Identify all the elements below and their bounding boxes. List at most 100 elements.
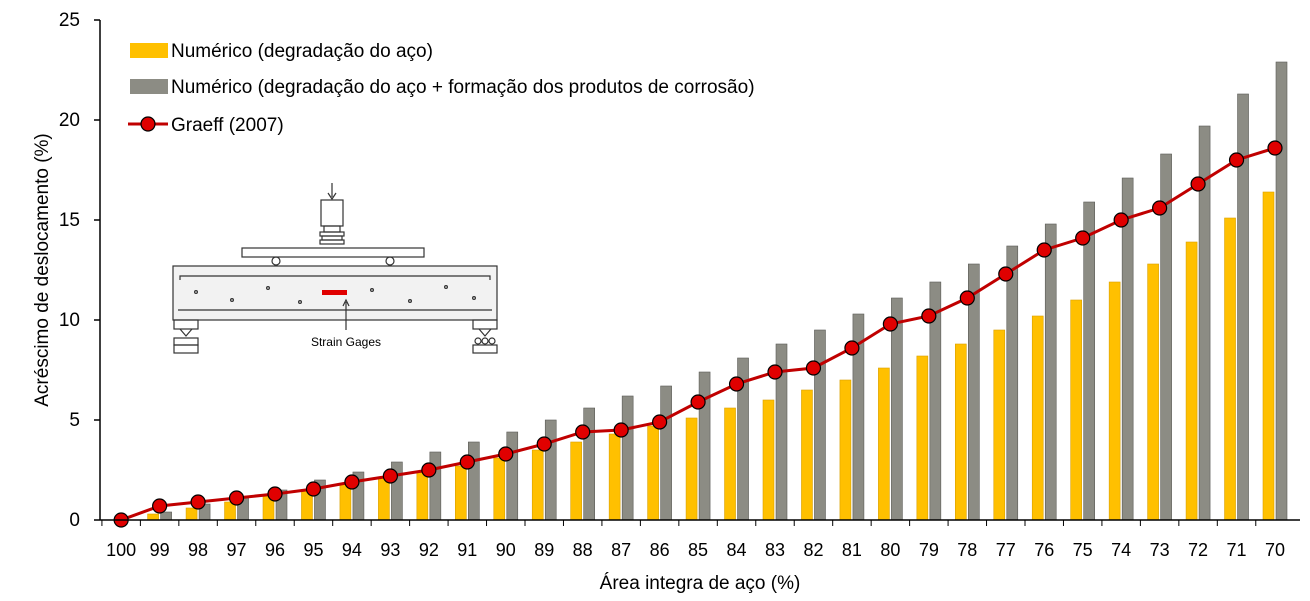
bar-numerico-corrosao <box>1044 223 1057 521</box>
y-tick-label: 0 <box>69 510 80 531</box>
graeff-marker <box>728 376 745 392</box>
support-right-hinge <box>478 328 492 337</box>
strain-gage <box>322 290 347 295</box>
legend-label-graeff: Graeff (2007) <box>171 115 284 136</box>
x-tick-label: 96 <box>265 540 285 560</box>
bar-numerico-aco <box>608 433 621 521</box>
graeff-marker <box>190 494 206 510</box>
bar-numerico-aco <box>185 507 198 521</box>
support-right-plate <box>472 319 498 330</box>
graeff-marker <box>459 454 475 470</box>
bar-numerico-corrosao <box>621 395 634 521</box>
aggregate-speck-3 <box>266 286 271 291</box>
graeff-marker <box>575 424 591 440</box>
x-tick-label: 88 <box>573 540 593 560</box>
bar-numerico-aco <box>1147 263 1159 521</box>
legend-label-numerico-corrosao: Numérico (degradação do aço + formação d… <box>171 77 755 98</box>
graeff-marker <box>1152 200 1168 216</box>
load-cell-disc-3 <box>319 239 345 245</box>
x-tick-label: 70 <box>1265 540 1285 560</box>
x-tick-label: 94 <box>342 540 362 560</box>
graeff-marker <box>1113 212 1129 228</box>
x-ticks: 100 99 98 97 96 95 94 93 92 91 90 89 88 87 86 85 84 83 82 8… <box>101 520 1285 560</box>
x-tick-label: 83 <box>765 540 785 560</box>
strain-gages-label: Strain Gages <box>311 335 381 349</box>
x-tick-label: 93 <box>380 540 400 560</box>
bar-numerico-aco <box>1108 281 1121 521</box>
graeff-marker <box>805 360 822 376</box>
x-tick-label: 75 <box>1073 540 1093 560</box>
bar-numerico-aco <box>993 329 1006 521</box>
graeff-marker <box>421 462 437 478</box>
graeff-marker <box>1228 152 1245 168</box>
y-tick-label: 15 <box>59 210 80 231</box>
graeff-marker <box>882 316 898 332</box>
bars-layer <box>147 61 1288 521</box>
y-ticks: 0 5 10 15 20 25 <box>59 10 100 531</box>
x-tick-label: 84 <box>727 540 747 560</box>
support-right-roller-1 <box>474 337 482 345</box>
bar-numerico-corrosao <box>160 511 172 521</box>
support-left-foot <box>173 344 199 354</box>
y-tick-label: 25 <box>59 10 80 31</box>
x-tick-label: 78 <box>957 540 977 560</box>
bar-numerico-corrosao <box>814 329 826 521</box>
bar-numerico-aco <box>147 513 159 521</box>
x-tick-label: 100 <box>106 540 136 560</box>
graeff-marker <box>267 486 283 502</box>
bar-numerico-corrosao <box>891 297 903 521</box>
bar-numerico-corrosao <box>698 371 711 521</box>
load-roller-right <box>385 256 395 266</box>
y-tick-label: 20 <box>59 110 80 131</box>
bar-numerico-corrosao <box>1006 245 1019 521</box>
x-tick-label: 91 <box>457 540 477 560</box>
y-tick-label: 5 <box>69 410 80 431</box>
bar-numerico-aco <box>647 425 659 521</box>
bar-numerico-aco <box>724 407 736 521</box>
graeff-marker <box>844 340 860 356</box>
aggregate-speck-2 <box>230 298 235 303</box>
graeff-marker <box>1075 230 1091 246</box>
x-tick-label: 92 <box>419 540 439 560</box>
x-tick-label: 74 <box>1111 540 1131 560</box>
graeff-marker <box>344 474 360 490</box>
x-tick-label: 86 <box>650 540 670 560</box>
axes <box>99 20 1300 521</box>
bar-numerico-aco <box>339 483 352 521</box>
aggregate-speck-8 <box>472 296 477 301</box>
aggregate-speck-7 <box>444 285 449 290</box>
y-tick-label: 10 <box>59 310 80 331</box>
graeff-marker <box>998 266 1014 282</box>
graeff-marker <box>536 436 552 452</box>
support-left-plate <box>173 319 199 330</box>
bar-numerico-aco <box>801 389 813 521</box>
x-tick-label: 99 <box>150 540 170 560</box>
graeff-marker <box>1190 176 1206 192</box>
graeff-line <box>120 146 1276 522</box>
bar-numerico-aco <box>1031 315 1044 521</box>
graeff-marker <box>690 394 706 410</box>
graeff-marker <box>959 290 975 306</box>
graeff-marker <box>921 308 937 324</box>
bar-numerico-corrosao <box>544 419 557 521</box>
graeff-marker <box>652 414 668 430</box>
graeff-marker <box>1036 242 1052 258</box>
bar-numerico-corrosao <box>1121 177 1134 521</box>
graeff-marker <box>767 364 783 380</box>
bar-numerico-aco <box>916 355 929 521</box>
x-tick-label: 90 <box>496 540 516 560</box>
bar-numerico-aco <box>839 379 852 521</box>
x-tick-label: 82 <box>803 540 823 560</box>
aggregate-speck-1 <box>194 290 199 295</box>
bar-numerico-aco <box>878 367 890 521</box>
x-tick-label: 95 <box>303 540 323 560</box>
spreader-beam <box>241 247 425 258</box>
support-right-foot <box>472 344 498 354</box>
bar-numerico-aco <box>493 457 506 521</box>
support-left-base <box>173 337 199 346</box>
bar-numerico-aco <box>1224 217 1236 521</box>
bar-numerico-corrosao <box>583 407 595 521</box>
graeff-marker <box>305 481 322 497</box>
graeff-marker <box>228 490 245 506</box>
